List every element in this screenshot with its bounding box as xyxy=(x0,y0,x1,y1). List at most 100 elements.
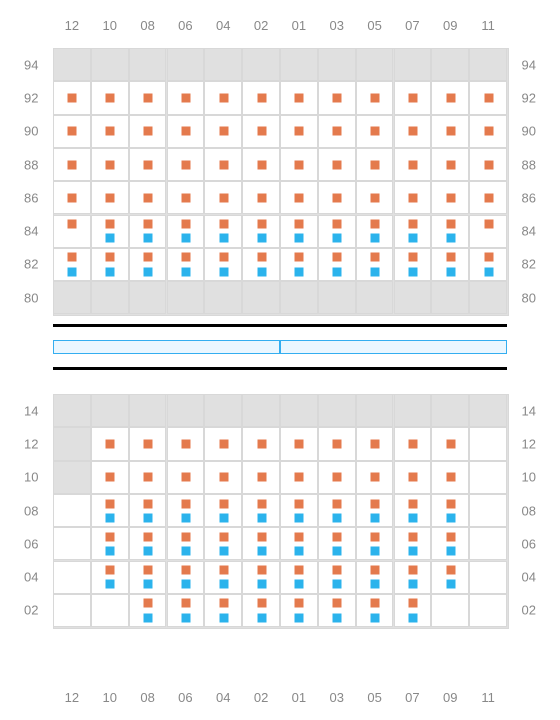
upper-marker-orange xyxy=(408,253,417,262)
upper-marker-orange xyxy=(295,127,304,136)
upper-marker-blue xyxy=(144,267,153,276)
lower-cell xyxy=(469,394,507,427)
upper-marker-orange xyxy=(219,127,228,136)
upper-marker-orange xyxy=(257,93,266,102)
upper-marker-orange xyxy=(333,253,342,262)
upper-marker-blue xyxy=(295,234,304,243)
upper-marker-orange xyxy=(68,160,77,169)
upper-marker-blue xyxy=(219,267,228,276)
lower-row-label-right: 08 xyxy=(522,503,536,518)
lower-marker-orange xyxy=(446,532,455,541)
upper-cell xyxy=(280,281,318,314)
lower-row-label-right: 14 xyxy=(522,403,536,418)
upper-marker-blue xyxy=(408,234,417,243)
col-label-bottom: 05 xyxy=(367,690,381,705)
upper-marker-orange xyxy=(181,193,190,202)
lower-marker-orange xyxy=(106,566,115,575)
upper-cell xyxy=(469,281,507,314)
upper-marker-orange xyxy=(181,160,190,169)
lower-cell xyxy=(469,427,507,460)
col-label-top: 07 xyxy=(405,18,419,33)
lower-marker-orange xyxy=(371,439,380,448)
divider-bar xyxy=(53,340,507,354)
upper-marker-orange xyxy=(371,93,380,102)
lower-marker-blue xyxy=(257,580,266,589)
lower-marker-orange xyxy=(333,473,342,482)
col-label-top: 04 xyxy=(216,18,230,33)
upper-marker-orange xyxy=(257,253,266,262)
upper-cell xyxy=(53,48,91,81)
lower-marker-blue xyxy=(408,547,417,556)
col-label-top: 06 xyxy=(178,18,192,33)
lower-marker-orange xyxy=(371,599,380,608)
upper-cell xyxy=(356,48,394,81)
upper-marker-orange xyxy=(484,253,493,262)
lower-marker-orange xyxy=(181,439,190,448)
lower-row-label-left: 08 xyxy=(24,503,38,518)
lower-marker-orange xyxy=(295,532,304,541)
lower-marker-blue xyxy=(371,613,380,622)
lower-cell xyxy=(53,427,91,460)
upper-marker-orange xyxy=(295,160,304,169)
lower-marker-orange xyxy=(408,566,417,575)
upper-marker-blue xyxy=(446,234,455,243)
upper-marker-orange xyxy=(371,253,380,262)
lower-cell xyxy=(53,527,91,560)
lower-row-label-left: 04 xyxy=(24,570,38,585)
lower-cell xyxy=(318,394,356,427)
lower-cell xyxy=(242,394,280,427)
upper-marker-orange xyxy=(446,93,455,102)
upper-cell xyxy=(431,48,469,81)
lower-marker-orange xyxy=(408,439,417,448)
upper-marker-blue xyxy=(181,234,190,243)
col-label-bottom: 06 xyxy=(178,690,192,705)
lower-marker-blue xyxy=(106,547,115,556)
upper-marker-orange xyxy=(333,160,342,169)
upper-marker-orange xyxy=(484,193,493,202)
col-label-bottom: 09 xyxy=(443,690,457,705)
lower-row-label-left: 14 xyxy=(24,403,38,418)
lower-marker-orange xyxy=(144,566,153,575)
lower-marker-orange xyxy=(295,566,304,575)
lower-marker-blue xyxy=(144,513,153,522)
upper-marker-orange xyxy=(219,193,228,202)
upper-cell xyxy=(318,281,356,314)
col-label-bottom: 04 xyxy=(216,690,230,705)
upper-marker-orange xyxy=(219,253,228,262)
upper-marker-orange xyxy=(68,127,77,136)
lower-marker-orange xyxy=(295,499,304,508)
lower-marker-orange xyxy=(257,499,266,508)
col-label-bottom: 12 xyxy=(65,690,79,705)
lower-marker-blue xyxy=(219,613,228,622)
lower-marker-orange xyxy=(408,499,417,508)
col-label-top: 09 xyxy=(443,18,457,33)
upper-row-label-left: 84 xyxy=(24,224,38,239)
lower-marker-blue xyxy=(257,547,266,556)
lower-marker-blue xyxy=(408,513,417,522)
upper-marker-orange xyxy=(106,93,115,102)
upper-marker-orange xyxy=(181,253,190,262)
lower-marker-orange xyxy=(257,473,266,482)
lower-marker-blue xyxy=(333,513,342,522)
upper-marker-blue xyxy=(333,267,342,276)
upper-cell xyxy=(469,48,507,81)
dark-band xyxy=(53,324,507,327)
lower-marker-orange xyxy=(106,499,115,508)
col-label-top: 05 xyxy=(367,18,381,33)
upper-marker-orange xyxy=(257,160,266,169)
lower-marker-orange xyxy=(144,439,153,448)
upper-row-label-left: 88 xyxy=(24,157,38,172)
lower-marker-orange xyxy=(219,599,228,608)
upper-marker-orange xyxy=(484,127,493,136)
upper-marker-orange xyxy=(295,93,304,102)
col-label-top: 10 xyxy=(103,18,117,33)
upper-marker-orange xyxy=(371,127,380,136)
lower-marker-blue xyxy=(219,547,228,556)
lower-marker-blue xyxy=(371,547,380,556)
upper-cell xyxy=(204,48,242,81)
upper-marker-blue xyxy=(219,234,228,243)
lower-marker-orange xyxy=(408,473,417,482)
upper-row-label-right: 80 xyxy=(522,290,536,305)
lower-marker-orange xyxy=(295,599,304,608)
upper-marker-orange xyxy=(446,253,455,262)
